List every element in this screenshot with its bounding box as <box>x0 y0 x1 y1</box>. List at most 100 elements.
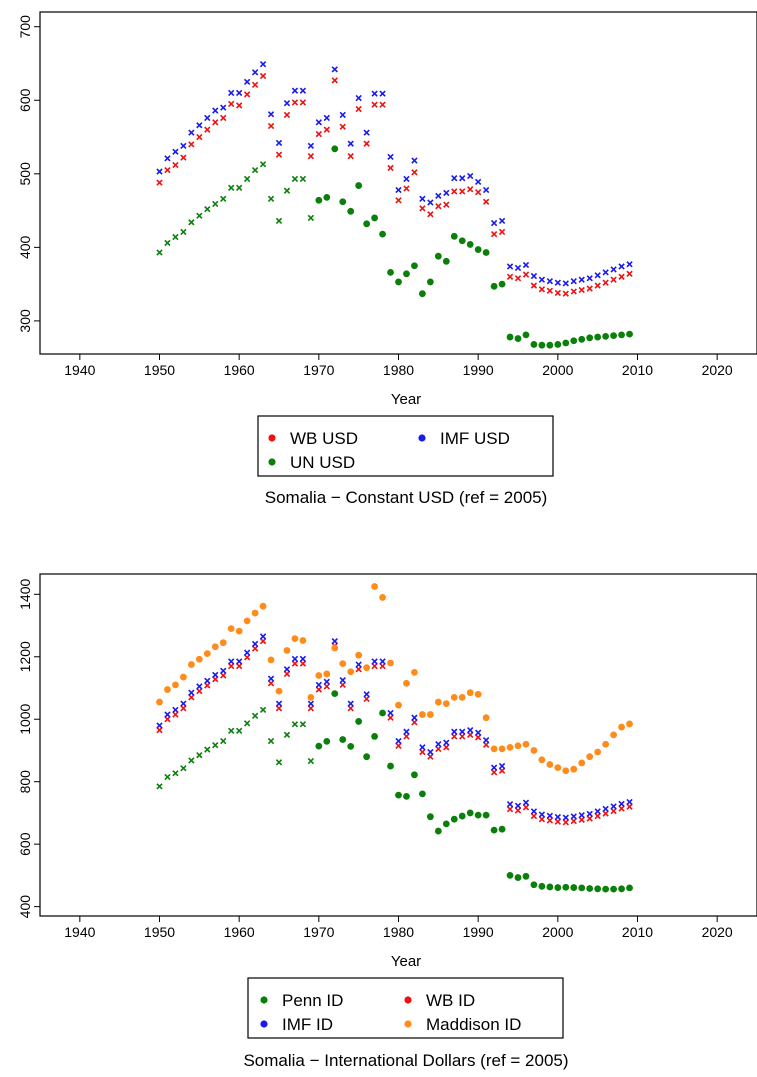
data-point-maddison-id <box>466 689 474 697</box>
chart-title: Somalia − Constant USD (ref = 2005) <box>265 488 548 507</box>
data-point-penn-id <box>466 809 474 817</box>
data-point-wb-id <box>251 645 259 652</box>
data-point-maddison-id <box>219 639 227 647</box>
data-point-wb-usd <box>443 201 450 208</box>
data-point-un-usd <box>490 282 498 290</box>
data-point-wb-id <box>530 812 538 820</box>
x-tick-label: 1940 <box>64 362 95 378</box>
data-point-un-usd <box>578 335 586 343</box>
data-point-imf-usd <box>387 153 394 161</box>
data-point-wb-id <box>522 804 530 811</box>
data-point-wb-usd <box>451 188 458 195</box>
data-point-imf-usd <box>347 140 354 147</box>
data-point-penn-id <box>578 884 586 892</box>
data-point-imf-id <box>451 728 458 735</box>
data-point-penn-id <box>236 727 243 734</box>
data-point-un-usd <box>339 198 347 206</box>
data-point-wb-id <box>570 817 577 825</box>
data-point-imf-id <box>363 691 370 698</box>
data-point-wb-id <box>379 662 386 670</box>
data-point-un-usd <box>243 175 251 183</box>
data-point-penn-id <box>522 872 530 880</box>
data-point-wb-usd <box>243 91 251 98</box>
data-point-penn-id <box>212 741 219 749</box>
data-point-maddison-id <box>299 637 307 644</box>
data-point-un-usd <box>610 332 617 340</box>
data-point-imf-id <box>594 808 601 815</box>
y-tick-label: 300 <box>17 309 33 333</box>
data-point-penn-id <box>204 746 211 753</box>
data-point-penn-id <box>188 757 195 764</box>
x-axis: 1940 1950 1960 1970 1980 1990 2000 2010 2020 <box>64 916 733 940</box>
data-point-penn-id <box>156 783 163 790</box>
data-point-maddison-id <box>578 759 586 767</box>
data-point-wb-usd <box>315 130 322 138</box>
data-point-un-usd <box>387 268 394 276</box>
data-point-maddison-id <box>562 767 570 775</box>
data-point-wb-id <box>228 662 235 670</box>
data-point-un-usd <box>283 187 291 194</box>
data-point-penn-id <box>339 736 347 743</box>
x-tick-label: 1960 <box>224 362 255 378</box>
data-point-maddison-id <box>538 756 546 764</box>
data-point-penn-id <box>626 884 633 892</box>
data-point-wb-id <box>259 637 267 645</box>
data-point-wb-usd <box>490 230 498 238</box>
data-point-maddison-id <box>339 660 347 668</box>
data-point-wb-usd <box>538 286 546 293</box>
x-tick-label: 1970 <box>303 362 334 378</box>
data-point-maddison-id <box>594 748 602 756</box>
data-point-imf-usd <box>490 219 498 227</box>
data-point-penn-id <box>426 813 434 821</box>
data-point-imf-usd <box>435 192 442 200</box>
data-point-un-usd <box>315 196 323 204</box>
data-point-un-usd <box>618 331 625 339</box>
data-point-penn-id <box>251 712 259 719</box>
data-point-maddison-id <box>243 617 251 625</box>
data-point-imf-id <box>291 655 299 663</box>
data-point-un-usd <box>554 341 562 348</box>
y-tick-label: 600 <box>17 88 33 112</box>
data-point-un-usd <box>546 341 554 349</box>
data-point-wb-id <box>395 742 402 749</box>
data-point-maddison-id <box>283 647 291 654</box>
legend-label-wb-id: WB ID <box>426 991 475 1010</box>
data-point-imf-id <box>538 811 546 818</box>
data-point-un-usd <box>347 207 355 215</box>
data-point-penn-id <box>490 826 498 834</box>
data-point-imf-id <box>475 729 482 736</box>
data-point-penn-id <box>315 742 323 750</box>
data-point-penn-id <box>283 731 291 739</box>
data-point-un-usd <box>522 331 530 339</box>
y-tick-label: 400 <box>17 235 33 259</box>
data-point-wb-usd <box>411 169 418 176</box>
data-point-un-usd <box>172 233 179 241</box>
data-point-penn-id <box>347 743 355 750</box>
data-point-imf-usd <box>482 186 490 194</box>
data-point-wb-usd <box>514 275 522 282</box>
chart-title: Somalia − International Dollars (ref = 2… <box>243 1051 568 1070</box>
data-point-un-usd <box>323 193 331 201</box>
data-point-wb-usd <box>204 126 211 133</box>
data-point-maddison-id <box>323 670 331 678</box>
data-point-imf-usd <box>315 119 322 126</box>
data-point-imf-usd <box>546 278 554 285</box>
data-point-penn-id <box>482 811 490 819</box>
data-point-wb-usd <box>323 126 330 133</box>
data-point-imf-usd <box>506 263 514 270</box>
data-point-un-usd <box>538 341 546 349</box>
data-point-penn-id <box>411 771 418 779</box>
data-point-un-usd <box>586 334 594 342</box>
legend-marker-penn-id <box>260 996 268 1004</box>
data-point-penn-id <box>228 727 235 734</box>
data-point-maddison-id <box>379 594 386 601</box>
data-point-wb-id <box>156 726 163 734</box>
data-point-maddison-id <box>514 742 522 750</box>
data-point-wb-id <box>275 705 283 712</box>
x-tick-label: 1940 <box>64 924 95 940</box>
data-point-un-usd <box>426 278 434 286</box>
data-point-wb-usd <box>395 197 402 204</box>
y-axis: 400 600 800 1000 1200 1400 <box>17 579 40 918</box>
data-point-wb-usd <box>251 81 259 88</box>
x-tick-label: 1960 <box>224 924 255 940</box>
